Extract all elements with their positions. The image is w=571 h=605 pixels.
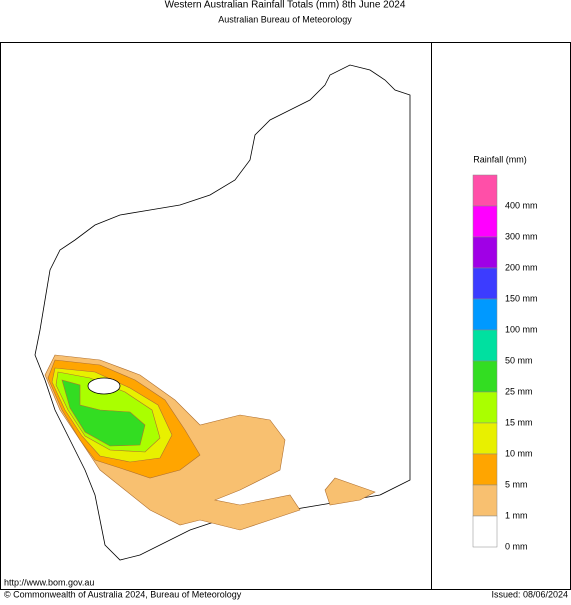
legend-label: 300 mm <box>505 231 538 241</box>
legend-label: 100 mm <box>505 324 538 334</box>
lake <box>87 377 121 395</box>
legend-label: 5 mm <box>505 479 528 489</box>
legend-swatch <box>472 391 498 424</box>
legend-swatch <box>472 205 498 238</box>
legend-swatch <box>472 298 498 331</box>
legend-swatch <box>472 236 498 269</box>
legend-swatch <box>472 453 498 486</box>
subtitle: Australian Bureau of Meteorology <box>218 14 352 24</box>
legend-label: 15 mm <box>505 417 533 427</box>
url: http://www.bom.gov.au <box>4 577 94 587</box>
legend-frame <box>431 42 571 590</box>
legend-swatch <box>472 267 498 300</box>
copyright: © Commonwealth of Australia 2024, Bureau… <box>4 589 242 599</box>
legend-label: 150 mm <box>505 293 538 303</box>
legend-title: Rainfall (mm) <box>473 154 527 164</box>
legend-swatch <box>472 484 498 517</box>
legend-label: 0 mm <box>505 541 528 551</box>
rain-25mm <box>61 379 146 447</box>
legend: 400 mm 300 mm 200 mm 150 mm 100 mm 50 mm 25 mm… <box>472 174 538 551</box>
legend-swatch <box>472 360 498 393</box>
legend-swatch <box>472 329 498 362</box>
legend-swatch <box>472 174 498 207</box>
legend-label: 400 mm <box>505 200 538 210</box>
legend-swatch <box>472 515 498 548</box>
title: Western Australian Rainfall Totals (mm) … <box>165 0 406 11</box>
legend-label: 10 mm <box>505 448 533 458</box>
legend-swatch <box>472 422 498 455</box>
legend-label: 50 mm <box>505 355 533 365</box>
legend-label: 1 mm <box>505 510 528 520</box>
issued: Issued: 08/06/2024 <box>491 589 568 599</box>
legend-label: 25 mm <box>505 386 533 396</box>
legend-label: 200 mm <box>505 262 538 272</box>
